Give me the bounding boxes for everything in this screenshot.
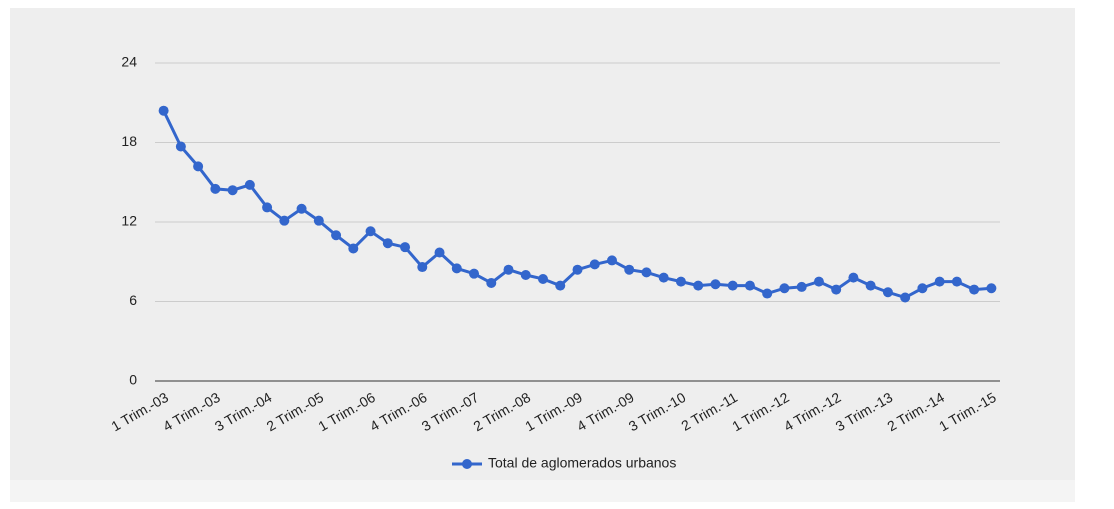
data-point bbox=[365, 226, 376, 237]
data-point bbox=[520, 270, 531, 280]
data-point bbox=[917, 283, 928, 294]
data-point bbox=[779, 283, 790, 294]
data-point bbox=[538, 273, 549, 284]
data-point bbox=[244, 179, 255, 190]
data-point bbox=[865, 280, 876, 291]
data-point bbox=[382, 238, 393, 249]
data-point bbox=[417, 262, 428, 273]
legend-label: Total de aglomerados urbanos bbox=[488, 455, 676, 471]
data-point bbox=[503, 264, 514, 275]
y-tick-label: 24 bbox=[121, 54, 137, 70]
data-point bbox=[555, 280, 566, 291]
data-point bbox=[951, 276, 962, 287]
data-point bbox=[348, 243, 359, 254]
data-point bbox=[693, 280, 704, 291]
data-point bbox=[279, 215, 290, 226]
y-tick-label: 12 bbox=[121, 213, 137, 229]
data-point bbox=[658, 272, 669, 283]
data-point bbox=[986, 283, 997, 294]
data-point bbox=[434, 247, 445, 258]
data-point bbox=[710, 279, 721, 290]
legend-marker bbox=[462, 459, 472, 469]
data-point bbox=[727, 280, 738, 291]
data-point bbox=[744, 280, 755, 291]
data-point bbox=[451, 263, 462, 274]
data-point bbox=[934, 276, 945, 287]
data-point bbox=[831, 284, 842, 295]
data-point bbox=[331, 230, 342, 241]
data-point bbox=[210, 183, 221, 194]
data-point bbox=[400, 242, 411, 253]
data-point bbox=[175, 141, 186, 152]
chart-background bbox=[10, 8, 1075, 480]
data-point bbox=[624, 264, 635, 275]
y-tick-label: 18 bbox=[121, 133, 137, 149]
data-point bbox=[193, 161, 204, 172]
y-tick-label: 6 bbox=[129, 292, 137, 308]
y-tick-label: 0 bbox=[129, 372, 137, 388]
data-point bbox=[813, 276, 824, 287]
data-point bbox=[296, 203, 307, 214]
data-point bbox=[589, 259, 600, 270]
data-point bbox=[313, 215, 324, 226]
data-point bbox=[606, 255, 617, 266]
data-point bbox=[641, 267, 652, 278]
data-point bbox=[486, 277, 497, 288]
data-point bbox=[675, 276, 686, 287]
data-point bbox=[227, 185, 238, 196]
data-point bbox=[158, 105, 169, 116]
data-point bbox=[848, 272, 859, 283]
data-point bbox=[882, 287, 893, 298]
data-point bbox=[900, 292, 911, 303]
data-point bbox=[572, 264, 583, 275]
data-point bbox=[969, 284, 980, 295]
footer-strip bbox=[10, 480, 1075, 502]
data-point bbox=[469, 268, 480, 279]
data-point bbox=[762, 288, 773, 299]
data-point bbox=[796, 281, 807, 292]
data-point bbox=[262, 202, 273, 213]
